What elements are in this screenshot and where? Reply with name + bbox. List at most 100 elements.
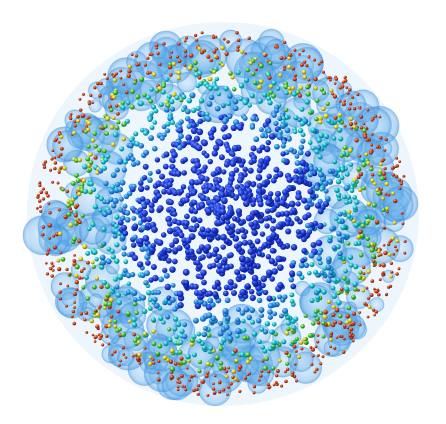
particle bbox=[78, 220, 82, 224]
particle bbox=[285, 127, 291, 133]
particle bbox=[136, 335, 141, 340]
particle bbox=[108, 320, 112, 324]
particle bbox=[82, 93, 85, 96]
particle bbox=[230, 152, 235, 157]
particle bbox=[80, 269, 84, 273]
particle bbox=[277, 264, 284, 271]
particle bbox=[130, 157, 135, 162]
particle bbox=[264, 216, 269, 221]
particle bbox=[314, 86, 318, 90]
particle bbox=[214, 391, 217, 394]
particle bbox=[144, 270, 150, 276]
particle bbox=[156, 290, 161, 295]
particle bbox=[327, 300, 332, 305]
particle bbox=[119, 69, 122, 72]
particle bbox=[209, 95, 215, 101]
particle bbox=[157, 372, 160, 375]
particle bbox=[84, 275, 89, 280]
particle bbox=[274, 196, 280, 202]
particle bbox=[305, 64, 308, 67]
particle bbox=[240, 50, 244, 54]
particle bbox=[312, 354, 315, 357]
particle bbox=[236, 45, 239, 48]
particle bbox=[351, 295, 356, 300]
particle bbox=[334, 116, 338, 120]
particle bbox=[65, 268, 68, 271]
particle bbox=[117, 300, 122, 305]
particle bbox=[263, 194, 268, 199]
particle bbox=[132, 355, 135, 358]
particle bbox=[221, 127, 226, 132]
particle bbox=[263, 290, 268, 295]
particle bbox=[179, 188, 184, 193]
particle bbox=[164, 77, 169, 82]
particle bbox=[392, 253, 395, 256]
particle bbox=[382, 172, 386, 176]
particle bbox=[151, 53, 154, 56]
particle bbox=[103, 73, 106, 76]
particle bbox=[39, 210, 42, 213]
particle bbox=[266, 254, 271, 259]
particle bbox=[282, 294, 287, 299]
particle bbox=[201, 379, 206, 384]
particle bbox=[296, 201, 301, 206]
particle bbox=[138, 101, 143, 106]
particle bbox=[294, 216, 300, 222]
particle bbox=[340, 154, 344, 158]
particle bbox=[334, 82, 337, 85]
particle bbox=[50, 157, 53, 160]
particle bbox=[277, 134, 283, 140]
particle bbox=[142, 309, 148, 315]
particle bbox=[373, 182, 377, 186]
particle bbox=[285, 362, 289, 366]
particle bbox=[46, 252, 49, 255]
particle bbox=[226, 40, 230, 44]
particle bbox=[70, 113, 73, 116]
particle bbox=[152, 120, 157, 125]
particle bbox=[308, 172, 313, 177]
particle bbox=[122, 353, 125, 356]
particle bbox=[308, 333, 313, 338]
particle bbox=[385, 138, 388, 141]
particle bbox=[356, 167, 361, 172]
particle bbox=[244, 78, 249, 83]
particle bbox=[316, 288, 321, 293]
particle bbox=[58, 171, 61, 174]
particle bbox=[76, 115, 80, 119]
particle bbox=[100, 334, 104, 338]
particle bbox=[358, 275, 362, 279]
particle bbox=[112, 75, 115, 78]
particle bbox=[268, 61, 272, 65]
particle bbox=[226, 393, 229, 396]
particle bbox=[130, 105, 135, 110]
particle bbox=[215, 355, 220, 360]
particle bbox=[260, 370, 263, 373]
particle bbox=[262, 92, 267, 97]
particle bbox=[207, 333, 212, 338]
particle bbox=[176, 55, 179, 58]
particle bbox=[353, 287, 358, 292]
particle bbox=[400, 182, 403, 185]
particle bbox=[348, 88, 351, 91]
particle bbox=[235, 334, 240, 339]
particle bbox=[117, 310, 121, 314]
particle bbox=[144, 63, 147, 66]
particle bbox=[237, 177, 243, 183]
particle bbox=[301, 198, 307, 204]
particle bbox=[177, 377, 180, 380]
particle bbox=[375, 188, 379, 192]
particle bbox=[391, 167, 394, 170]
particle bbox=[178, 59, 182, 63]
particle bbox=[183, 385, 186, 388]
particle bbox=[224, 324, 230, 330]
particle bbox=[317, 138, 322, 143]
particle bbox=[358, 155, 361, 158]
particle bbox=[178, 133, 184, 139]
particle bbox=[93, 132, 97, 136]
particle bbox=[73, 195, 78, 200]
particle bbox=[379, 136, 383, 140]
particle bbox=[273, 384, 276, 387]
particle bbox=[334, 125, 339, 130]
particle bbox=[267, 309, 273, 315]
particle bbox=[134, 311, 139, 316]
